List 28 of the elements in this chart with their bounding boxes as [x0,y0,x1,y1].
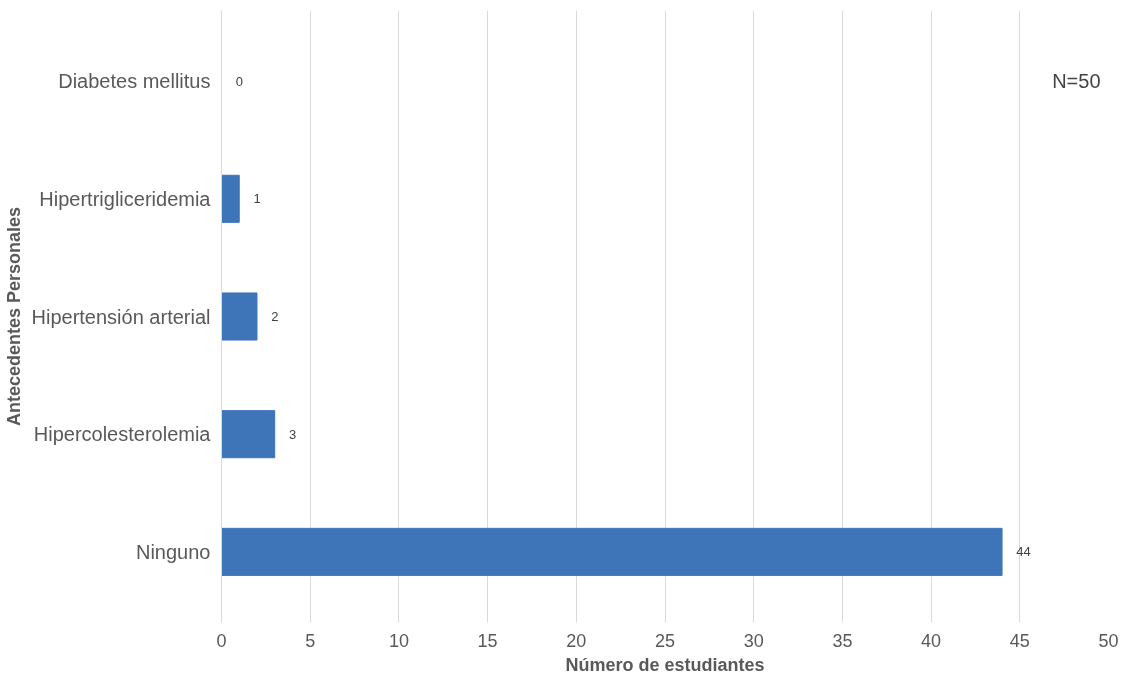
bar [221,174,240,223]
x-tick-label: 10 [388,630,409,651]
data-label: 2 [271,309,279,324]
data-label: 3 [288,426,297,442]
x-tick-label: 0 [216,630,227,651]
x-tick-label: 50 [1098,630,1119,651]
x-axis-title: Número de estudiantes [565,654,765,675]
x-tick-label: 25 [654,630,676,651]
data-label: 0 [235,73,243,89]
x-tick-label: 40 [921,630,942,651]
bar [221,410,276,459]
y-tick-label: Hipercolesterolemia [33,423,212,446]
y-tick-label: Hipertensión arterial [31,305,211,328]
x-tick-label: 5 [305,630,316,651]
y-axis-title: Antecedentes Personales [3,206,24,427]
x-tick-label: 35 [832,630,853,651]
x-tick-label: 15 [477,630,498,651]
data-label: 1 [253,191,261,207]
annotation: N=50 [1052,70,1101,93]
bar [221,527,1003,576]
bar [221,292,258,341]
y-tick-label: Hipertrigliceridemia [39,187,212,210]
y-tick-label: Ninguno [136,540,211,563]
y-tick-label: Diabetes mellitus [58,70,211,93]
data-label: 44 [1016,544,1031,560]
x-tick-label: 20 [566,630,587,651]
x-tick-label: 45 [1009,630,1030,651]
x-tick-label: 30 [743,630,764,651]
